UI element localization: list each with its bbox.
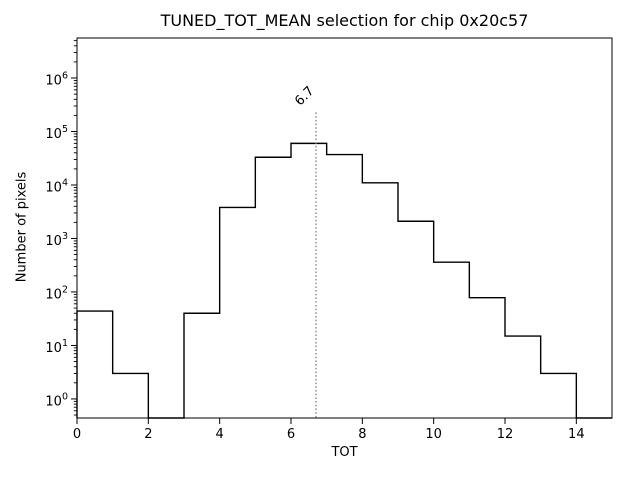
x-tick-label: 6 bbox=[287, 427, 295, 442]
y-tick-label: 101 bbox=[45, 338, 68, 356]
chart-title: TUNED_TOT_MEAN selection for chip 0x20c5… bbox=[160, 11, 529, 30]
vline-annotation: 6.7 bbox=[292, 84, 317, 109]
y-tick-label: 103 bbox=[45, 231, 68, 249]
x-tick-label: 12 bbox=[497, 427, 514, 442]
x-axis-label: TOT bbox=[331, 445, 358, 460]
x-tick-label: 0 bbox=[73, 427, 81, 442]
y-tick-label: 106 bbox=[45, 71, 68, 89]
x-tick-label: 2 bbox=[144, 427, 152, 442]
y-tick-label: 102 bbox=[45, 284, 68, 302]
y-axis-label: Number of pixels bbox=[14, 171, 30, 283]
y-tick-label: 104 bbox=[45, 177, 68, 195]
y-tick-label: 105 bbox=[45, 124, 68, 142]
x-tick-label: 8 bbox=[358, 427, 366, 442]
histogram-step-line bbox=[76, 142, 612, 419]
x-tick-label: 4 bbox=[216, 427, 224, 442]
x-tick-label: 10 bbox=[425, 427, 442, 442]
axes-frame bbox=[76, 37, 613, 419]
x-tick-label: 14 bbox=[568, 427, 585, 442]
y-tick-label: 100 bbox=[45, 391, 68, 409]
